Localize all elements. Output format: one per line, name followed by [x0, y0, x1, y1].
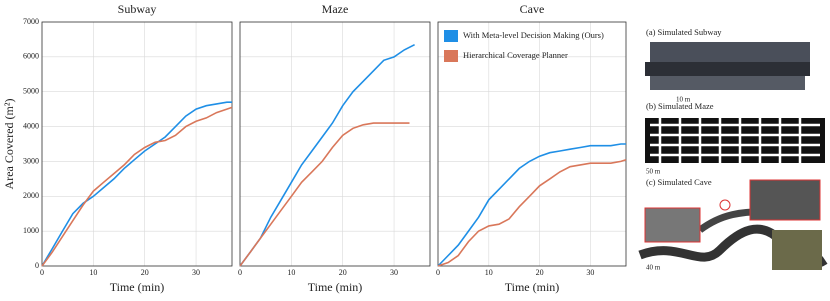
x-tick-label: 30	[192, 268, 200, 277]
x-axis-label: Time (min)	[308, 280, 363, 294]
x-tick-label: 20	[141, 268, 149, 277]
x-tick-label: 10	[287, 268, 295, 277]
series-line	[41, 106, 233, 267]
scale-label: 50 m	[646, 168, 661, 176]
y-tick-label: 2000	[23, 191, 39, 200]
x-axis-label: Time (min)	[505, 280, 560, 294]
plot-frame	[41, 21, 233, 267]
series-line	[437, 143, 626, 267]
series-line	[437, 158, 627, 267]
plot-frame	[239, 21, 431, 267]
scale-label: 10 m	[676, 96, 691, 104]
x-tick-label: 30	[586, 268, 594, 277]
y-tick-label: 4000	[23, 121, 39, 130]
legend-swatch	[444, 50, 458, 62]
maze-image	[645, 118, 825, 163]
x-tick-label: 0	[40, 268, 44, 277]
y-tick-label: 0	[35, 261, 39, 270]
y-tick-label: 6000	[23, 52, 39, 61]
x-tick-label: 30	[390, 268, 398, 277]
y-axis-label: Area Covered (m²)	[2, 99, 16, 190]
scale-label: 40 m	[646, 264, 661, 272]
y-tick-label: 1000	[23, 226, 39, 235]
legend-label: Hierarchical Coverage Planner	[463, 50, 568, 60]
image-caption: (c) Simulated Cave	[646, 177, 712, 187]
series-line	[239, 122, 410, 267]
cave-image	[638, 179, 828, 270]
chart-title: Maze	[322, 2, 349, 16]
x-tick-label: 10	[485, 268, 493, 277]
y-tick-label: 3000	[23, 156, 39, 165]
y-tick-label: 7000	[23, 17, 39, 26]
chart-title: Cave	[520, 2, 545, 16]
subway-image	[645, 42, 810, 90]
y-tick-label: 5000	[23, 87, 39, 96]
legend-label: With Meta-level Decision Making (Ours)	[463, 30, 604, 40]
x-tick-label: 0	[238, 268, 242, 277]
x-tick-label: 20	[339, 268, 347, 277]
x-axis-label: Time (min)	[110, 280, 165, 294]
x-tick-label: 10	[89, 268, 97, 277]
x-tick-label: 0	[436, 268, 440, 277]
series-line	[239, 43, 415, 267]
image-caption: (a) Simulated Subway	[646, 27, 722, 37]
legend-swatch	[444, 30, 458, 42]
image-caption: (b) Simulated Maze	[646, 101, 714, 111]
series-line	[41, 101, 232, 267]
x-tick-label: 20	[536, 268, 544, 277]
chart-title: Subway	[118, 2, 157, 16]
